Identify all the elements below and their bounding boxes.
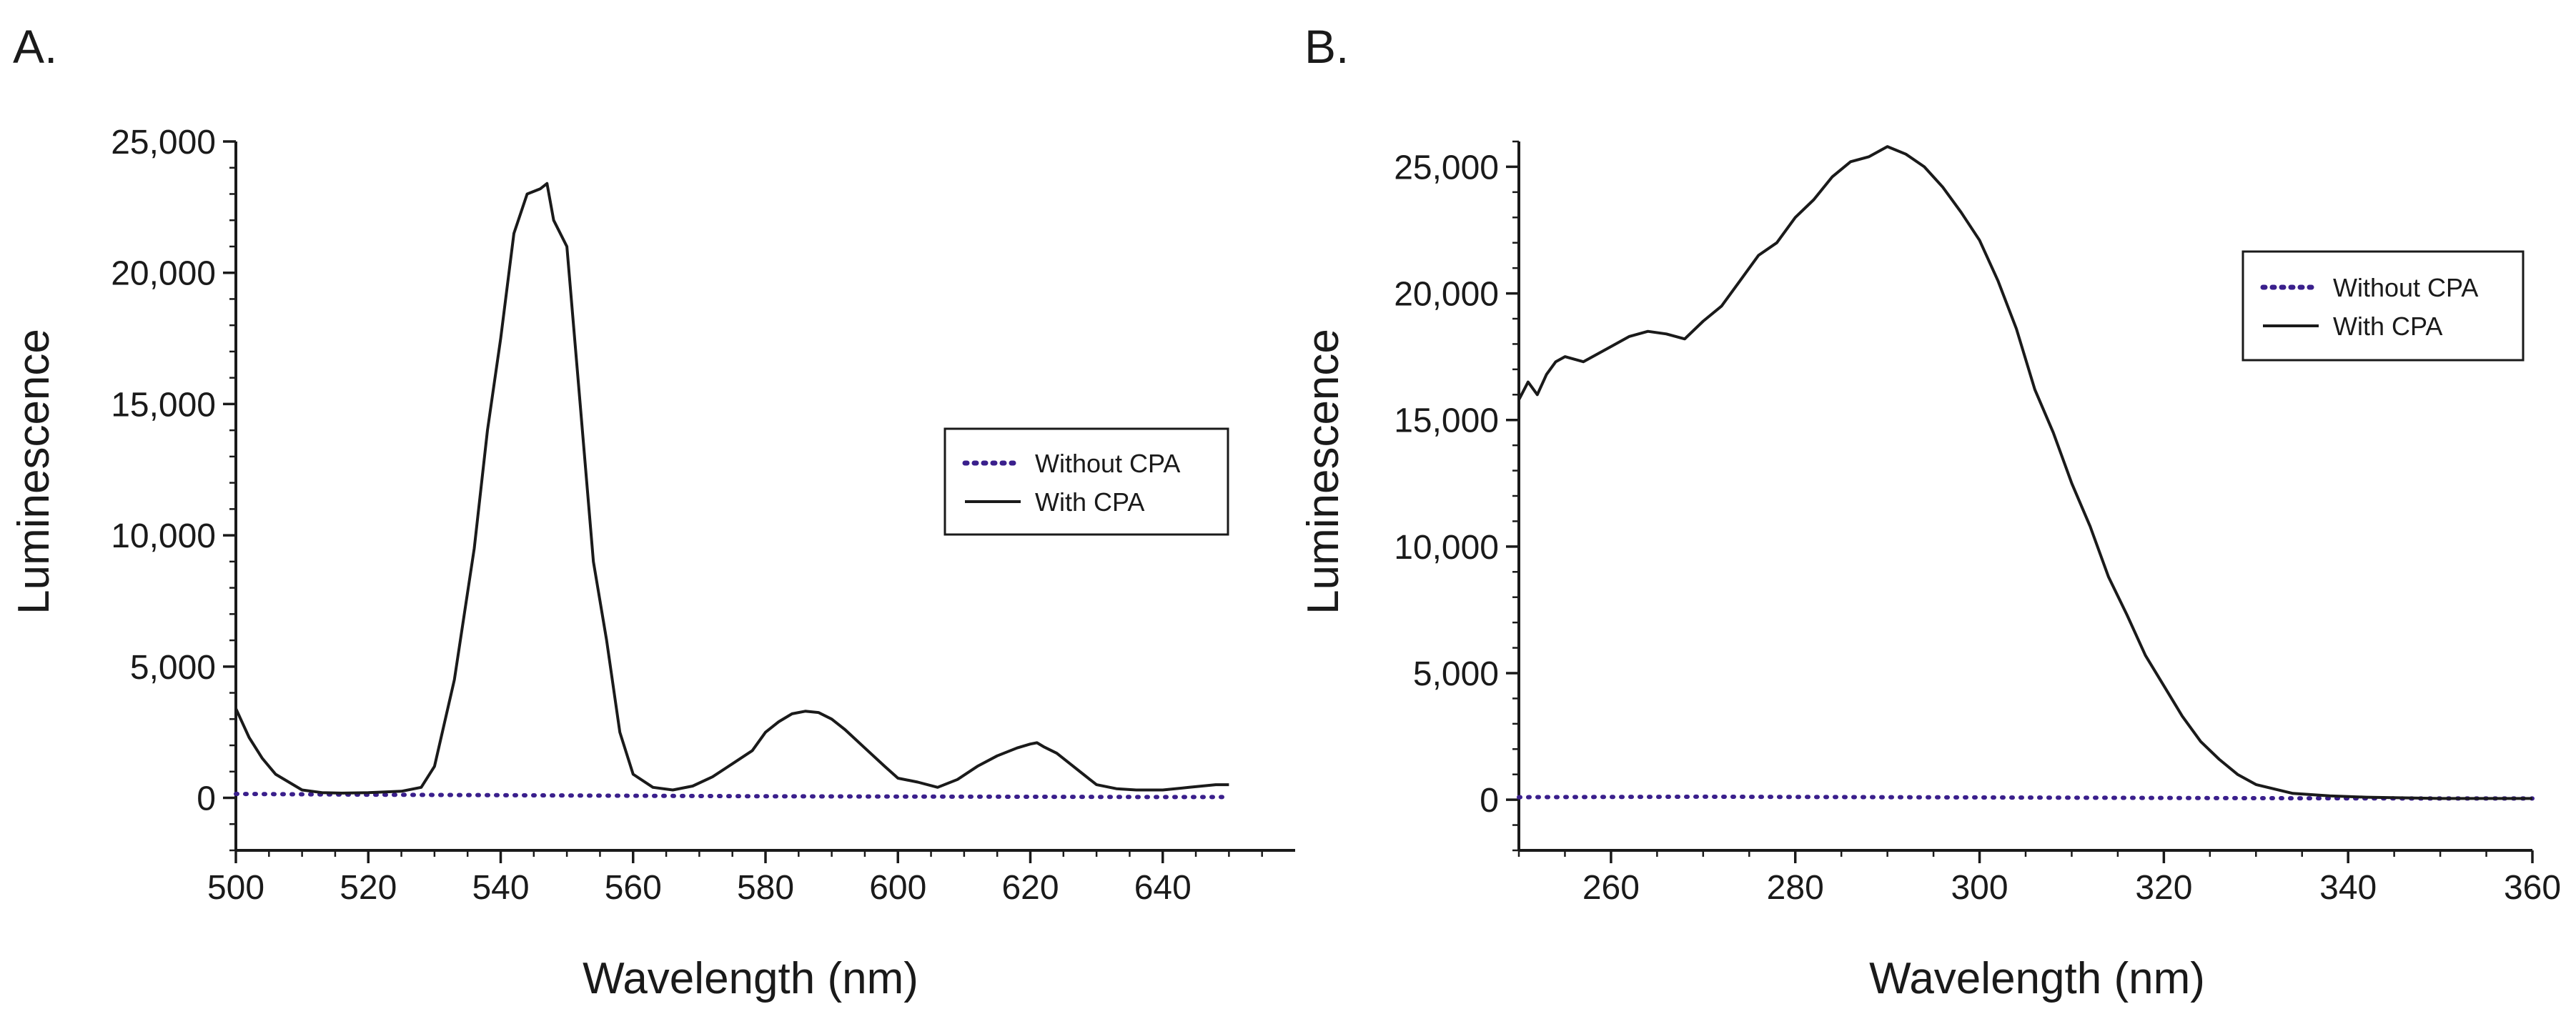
x-tick-label: 540 [472,869,529,907]
y-tick-label: 25,000 [111,124,216,161]
x-axis-title-b: Wavelength (nm) [1869,954,2205,1003]
x-tick-label: 360 [2504,869,2561,907]
x-tick-label: 520 [340,869,397,907]
legend-label-without-a: Without CPA [1035,449,1180,478]
x-tick-label: 260 [1582,869,1640,907]
legend-label-with-b: With CPA [2333,312,2442,341]
y-tick-label: 10,000 [1394,529,1499,567]
series-with-cpa-line-b [1517,145,2532,800]
legend-label-with-a: With CPA [1035,487,1144,517]
x-tick-label: 640 [1134,869,1192,907]
panel-label-b: B. [1304,20,1349,73]
legend-box-b [2241,250,2525,362]
panel-b: B. Luminescence Wavelength (nm) 0 5,000 10… [1299,20,2561,1003]
y-tick-label: 20,000 [111,255,216,293]
y-tick-label: 5,000 [1413,655,1499,693]
legend-box-a [943,427,1229,536]
y-tick-label: 25,000 [1394,149,1499,187]
legend-label-without-b: Without CPA [2333,273,2478,302]
x-tick-label: 560 [605,869,662,907]
y-tick-label: 15,000 [1394,402,1499,440]
y-axis-title-b: Luminescence [1299,329,1348,615]
x-axis-title-a: Wavelength (nm) [583,954,918,1003]
y-tick-label: 15,000 [111,386,216,424]
x-tick-label: 600 [869,869,926,907]
legend-a: Without CPA With CPA [943,427,1229,536]
legend-b: Without CPA With CPA [2241,250,2525,362]
y-axis-title-a: Luminescence [9,329,59,615]
x-tick-label: 340 [2319,869,2377,907]
x-tick-label: 300 [1951,869,2008,907]
x-tick-label: 620 [1001,869,1059,907]
panel-label-a: A. [13,20,57,73]
y-tick-label: 20,000 [1394,276,1499,314]
y-tick-label: 10,000 [111,517,216,555]
x-tick-label: 500 [207,869,264,907]
panel-a: A. Luminescence Wavelength (nm) 0 5,000 10… [9,20,1295,1003]
y-tick-label: 0 [197,780,216,818]
series-with-cpa-line-a [234,182,1229,795]
x-tick-label: 580 [737,869,794,907]
y-tick-label: 5,000 [130,649,216,687]
series-without-cpa-line-a [234,792,1232,800]
x-tick-label: 320 [2135,869,2192,907]
plot-area-a: 0 5,000 10,000 15,000 20,000 25,000 500 520 540 5… [111,124,1295,907]
x-tick-label: 280 [1767,869,1824,907]
plot-area-b: 0 5,000 10,000 15,000 20,000 25,000 260 280 300 3… [1394,140,2561,907]
y-tick-label: 0 [1480,782,1499,820]
